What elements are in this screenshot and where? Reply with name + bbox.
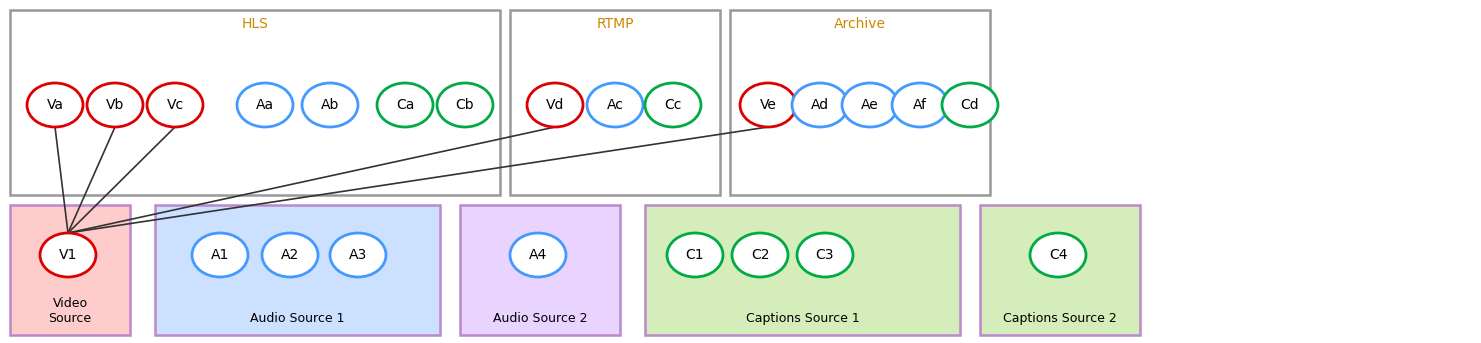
Ellipse shape — [843, 83, 897, 127]
Text: C1: C1 — [686, 248, 705, 262]
Ellipse shape — [330, 233, 387, 277]
Ellipse shape — [892, 83, 948, 127]
Text: Vb: Vb — [105, 98, 124, 112]
Text: Ve: Ve — [760, 98, 776, 112]
Ellipse shape — [797, 233, 853, 277]
FancyBboxPatch shape — [980, 205, 1140, 335]
Text: A1: A1 — [210, 248, 230, 262]
Text: A2: A2 — [281, 248, 299, 262]
Ellipse shape — [509, 233, 566, 277]
Ellipse shape — [646, 83, 701, 127]
Ellipse shape — [147, 83, 203, 127]
Ellipse shape — [262, 233, 318, 277]
Text: Ae: Ae — [860, 98, 878, 112]
Text: Ac: Ac — [607, 98, 624, 112]
Text: C3: C3 — [816, 248, 834, 262]
Text: C4: C4 — [1049, 248, 1068, 262]
Text: C2: C2 — [751, 248, 769, 262]
FancyBboxPatch shape — [730, 10, 989, 195]
Text: Captions Source 2: Captions Source 2 — [1003, 312, 1117, 325]
Text: Ca: Ca — [395, 98, 415, 112]
Ellipse shape — [792, 83, 849, 127]
Text: Cc: Cc — [665, 98, 681, 112]
Text: Audio Source 1: Audio Source 1 — [250, 312, 345, 325]
Text: Af: Af — [912, 98, 927, 112]
FancyBboxPatch shape — [10, 205, 130, 335]
Text: A3: A3 — [350, 248, 367, 262]
FancyBboxPatch shape — [10, 10, 501, 195]
Text: Audio Source 2: Audio Source 2 — [493, 312, 588, 325]
Ellipse shape — [193, 233, 247, 277]
Ellipse shape — [378, 83, 432, 127]
Text: HLS: HLS — [241, 17, 268, 31]
Text: Archive: Archive — [834, 17, 886, 31]
Ellipse shape — [237, 83, 293, 127]
Text: Ad: Ad — [812, 98, 829, 112]
Ellipse shape — [1029, 233, 1086, 277]
FancyBboxPatch shape — [646, 205, 960, 335]
Text: Aa: Aa — [256, 98, 274, 112]
Ellipse shape — [740, 83, 795, 127]
Text: Vd: Vd — [546, 98, 564, 112]
Text: Video
Source: Video Source — [49, 297, 92, 325]
Text: Cb: Cb — [456, 98, 474, 112]
Text: Cd: Cd — [961, 98, 979, 112]
Ellipse shape — [942, 83, 998, 127]
Ellipse shape — [666, 233, 723, 277]
Ellipse shape — [527, 83, 584, 127]
Ellipse shape — [87, 83, 144, 127]
Text: Vc: Vc — [166, 98, 184, 112]
Text: Captions Source 1: Captions Source 1 — [745, 312, 859, 325]
FancyBboxPatch shape — [509, 10, 720, 195]
Text: Va: Va — [46, 98, 64, 112]
FancyBboxPatch shape — [156, 205, 440, 335]
Text: A4: A4 — [529, 248, 546, 262]
Ellipse shape — [732, 233, 788, 277]
Ellipse shape — [437, 83, 493, 127]
Ellipse shape — [27, 83, 83, 127]
Text: Ab: Ab — [321, 98, 339, 112]
Ellipse shape — [40, 233, 96, 277]
Text: RTMP: RTMP — [597, 17, 634, 31]
Ellipse shape — [586, 83, 643, 127]
FancyBboxPatch shape — [461, 205, 621, 335]
Ellipse shape — [302, 83, 358, 127]
Text: V1: V1 — [59, 248, 77, 262]
